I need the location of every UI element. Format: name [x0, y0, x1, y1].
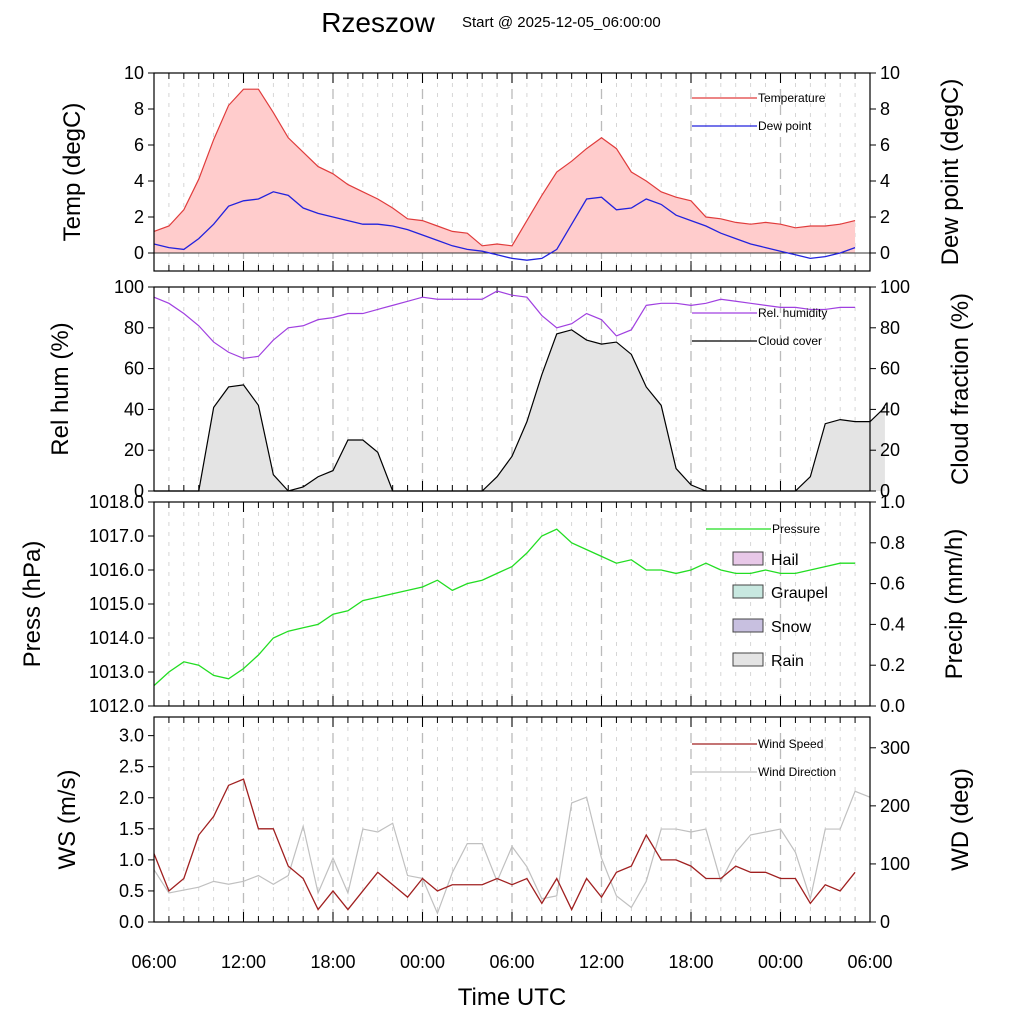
y-tick-label-right: 40: [880, 399, 900, 419]
panel-frame-4: [153, 716, 871, 923]
panel-frame-2: [153, 286, 871, 492]
y-tick-label-right: 80: [880, 318, 900, 338]
cloud-cover-fill: [154, 329, 885, 491]
y-tick-label-left: 1.0: [119, 850, 144, 870]
legend-hail-swatch: [732, 551, 764, 566]
x-tick-label: 06:00: [847, 952, 892, 972]
y-tick-label-right: 300: [880, 738, 910, 758]
legend-wind-direction-label: Wind Direction: [758, 765, 836, 779]
y-tick-label-left: 1016.0: [89, 560, 144, 580]
y-tick-label-left: 1.5: [119, 819, 144, 839]
x-axis-label: Time UTC: [458, 984, 566, 1011]
pressure-line: [153, 528, 856, 687]
y-tick-label-left: 2.0: [119, 788, 144, 808]
y-tick-label-left: 1013.0: [89, 662, 144, 682]
y-tick-label-left: 1014.0: [89, 628, 144, 648]
y-tick-label-right: 0: [880, 912, 890, 932]
legend-rain-label: Rain: [771, 653, 804, 670]
legend-snow-swatch: [732, 618, 764, 633]
legend-graupel-swatch: [732, 584, 764, 599]
y-tick-label-left: 2.5: [119, 757, 144, 777]
rel-humidity-line: [153, 290, 856, 360]
y-tick-label-right: 20: [880, 440, 900, 460]
y-tick-label-left: 10: [124, 63, 144, 83]
y-tick-label-left: 3.0: [119, 726, 144, 746]
y-tick-label-right: 6: [880, 135, 890, 155]
legend-cloud-cover-label: Cloud cover: [758, 334, 822, 348]
y-tick-label-left: 100: [114, 277, 144, 297]
start-time-label: Start @ 2025-12-05_06:00:00: [462, 14, 661, 31]
y-tick-label-right: 0: [880, 481, 890, 501]
precip-axis-label: Precip (mm/h): [941, 529, 968, 680]
x-tick-label: 12:00: [221, 952, 266, 972]
cloud-axis-label: Cloud fraction (%): [947, 293, 974, 485]
y-tick-label-right: 0.6: [880, 574, 905, 594]
y-tick-label-right: 0: [880, 243, 890, 263]
y-tick-label-left: 8: [134, 99, 144, 119]
y-tick-label-left: 0: [134, 243, 144, 263]
x-tick-label: 00:00: [758, 952, 803, 972]
y-tick-label-left: 0.5: [119, 881, 144, 901]
y-tick-label-right: 4: [880, 171, 890, 191]
ws-axis-label: WS (m/s): [54, 770, 81, 870]
x-tick-label: 00:00: [400, 952, 445, 972]
y-tick-label-left: 2: [134, 207, 144, 227]
wind-direction-line: [153, 790, 871, 915]
y-tick-label-left: 1015.0: [89, 594, 144, 614]
legend-rain-swatch: [732, 652, 764, 667]
legend-dew-point-label: Dew point: [758, 119, 812, 133]
y-tick-label-right: 100: [880, 277, 910, 297]
y-tick-label-right: 0.0: [880, 696, 905, 716]
y-tick-label-left: 80: [124, 318, 144, 338]
temp-axis-label: Temp (degC): [59, 103, 86, 242]
x-tick-label: 12:00: [579, 952, 624, 972]
legend-hail-label: Hail: [771, 552, 799, 569]
y-tick-label-left: 1018.0: [89, 492, 144, 512]
legend-pressure-label: Pressure: [772, 522, 820, 536]
y-tick-label-right: 0.8: [880, 533, 905, 553]
pressure-axis-label: Press (hPa): [19, 541, 46, 668]
wd-axis-label: WD (deg): [947, 768, 974, 871]
x-tick-label: 18:00: [668, 952, 713, 972]
y-tick-label-right: 8: [880, 99, 890, 119]
wind-speed-line: [153, 778, 856, 912]
y-tick-label-right: 100: [880, 854, 910, 874]
y-tick-label-right: 0.2: [880, 655, 905, 675]
station-title: Rzeszow: [321, 7, 435, 38]
y-tick-label-left: 1017.0: [89, 526, 144, 546]
y-tick-label-left: 60: [124, 359, 144, 379]
y-tick-label-left: 1012.0: [89, 696, 144, 716]
x-tick-label: 18:00: [310, 952, 355, 972]
rh-axis-label: Rel hum (%): [47, 322, 74, 455]
y-tick-label-left: 40: [124, 399, 144, 419]
temperature-fill: [154, 89, 856, 253]
dew-point-line: [153, 191, 856, 261]
y-tick-label-right: 0.4: [880, 614, 905, 634]
panel-frame-1: [153, 72, 871, 272]
y-tick-label-right: 60: [880, 359, 900, 379]
legend-snow-label: Snow: [771, 619, 811, 636]
y-tick-label-right: 10: [880, 63, 900, 83]
y-tick-label-left: 0.0: [119, 912, 144, 932]
y-tick-label-right: 1.0: [880, 492, 905, 512]
dewpoint-axis-label: Dew point (degC): [937, 79, 964, 266]
x-tick-label: 06:00: [489, 952, 534, 972]
legend-rel-humidity-label: Rel. humidity: [758, 306, 827, 320]
legend-graupel-label: Graupel: [771, 585, 828, 602]
y-tick-label-right: 2: [880, 207, 890, 227]
y-tick-label-left: 6: [134, 135, 144, 155]
temperature-line: [153, 88, 856, 247]
y-tick-label-left: 20: [124, 440, 144, 460]
y-tick-label-left: 4: [134, 171, 144, 191]
legend-temperature-label: Temperature: [758, 91, 826, 105]
y-tick-label-left: 0: [134, 481, 144, 501]
legend-wind-speed-label: Wind Speed: [758, 737, 823, 751]
x-tick-label: 06:00: [131, 952, 176, 972]
y-tick-label-right: 200: [880, 796, 910, 816]
